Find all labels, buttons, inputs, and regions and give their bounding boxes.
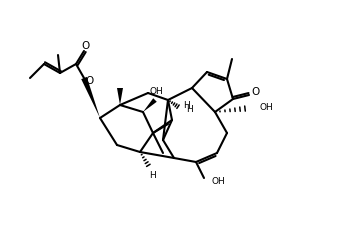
- Text: H: H: [183, 101, 189, 109]
- Polygon shape: [81, 77, 100, 118]
- Text: OH: OH: [149, 88, 163, 96]
- Text: O: O: [252, 87, 260, 97]
- Text: O: O: [81, 41, 89, 51]
- Text: H: H: [186, 105, 193, 113]
- Text: OH: OH: [212, 176, 226, 185]
- Text: OH: OH: [260, 104, 274, 112]
- Text: O: O: [85, 76, 93, 86]
- Polygon shape: [143, 98, 157, 112]
- Text: H: H: [149, 171, 156, 181]
- Polygon shape: [117, 88, 123, 105]
